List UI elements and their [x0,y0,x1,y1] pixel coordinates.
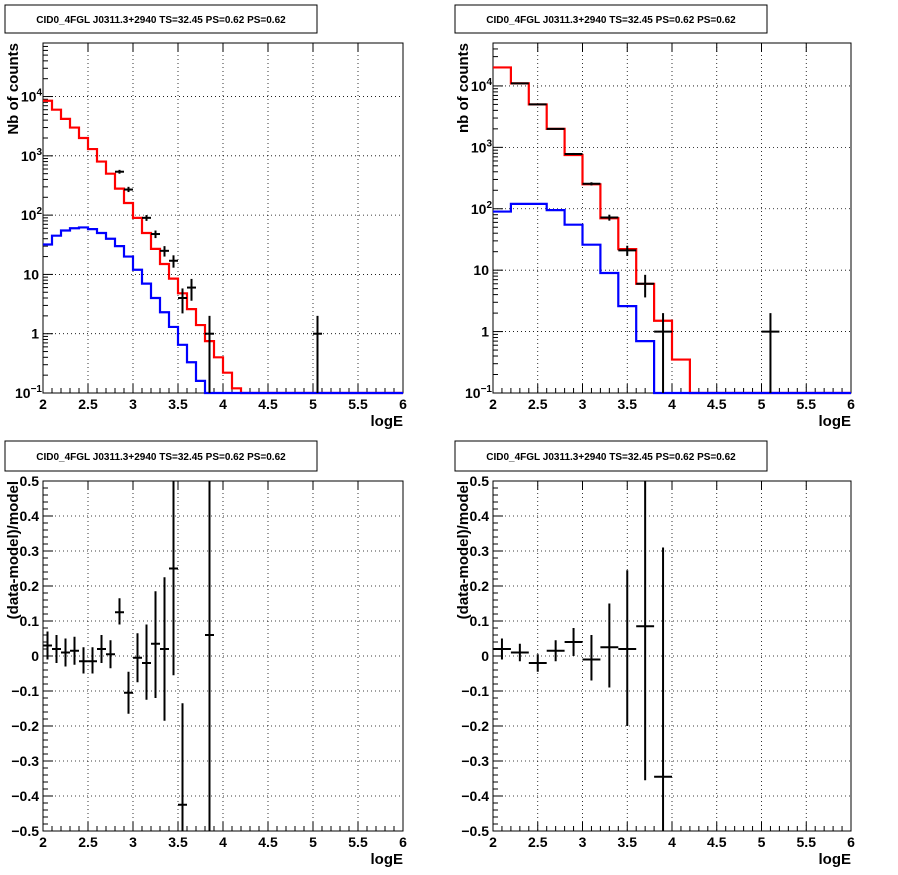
x-axis-label: logE [371,851,404,868]
x-axis-label: logE [819,413,852,430]
x-tick-label: 2 [39,834,47,850]
x-tick-label: 5 [758,834,766,850]
x-tick-label: 2.5 [528,396,548,412]
x-tick-label: 3.5 [618,834,638,850]
y-tick-label: 0.2 [20,578,40,594]
y-tick-label: 0.1 [20,613,40,629]
x-tick-label: 3.5 [168,396,188,412]
title-box [454,4,768,34]
chart-title: CID0_4FGL J0311.3+2940 TS=32.45 PS=0.62 … [486,15,736,26]
title-box [454,440,768,472]
y-tick-label: 0.4 [20,508,40,524]
chart-title: CID0_4FGL J0311.3+2940 TS=32.45 PS=0.62 … [36,452,286,463]
histogram-total-model [43,99,403,395]
y-tick-label: −0.3 [461,753,489,769]
pad-counts-left: CID0_4FGL J0311.3+2940 TS=32.45 PS=0.62 … [4,4,407,430]
y-tick-label: 10 [473,262,489,278]
y-tick-label: 0 [31,648,39,664]
x-tick-label: 2 [489,396,497,412]
x-tick-label: 5.5 [797,834,817,850]
x-tick-label: 6 [399,396,407,412]
y-axis-label: (data-model)/model [455,481,472,619]
x-tick-label: 4 [668,396,676,412]
y-tick-label: 0.5 [470,473,490,489]
x-tick-label: 6 [399,834,407,850]
x-tick-label: 4.5 [258,834,278,850]
y-tick-label: 102 [471,200,493,217]
y-tick-label: 10−1 [15,384,42,401]
y-tick-label: −0.1 [11,683,39,699]
x-tick-label: 6 [847,396,855,412]
x-tick-label: 3 [579,396,587,412]
y-tick-label: −0.4 [461,788,489,804]
y-tick-label: −0.5 [11,823,39,839]
x-tick-label: 4 [219,396,227,412]
y-tick-label: 103 [21,147,43,164]
x-tick-label: 5.5 [348,396,368,412]
y-axis-label: nb of counts [455,43,472,133]
y-tick-label: −0.2 [11,718,39,734]
y-tick-label: 1 [31,326,39,342]
histogram-source-model [43,226,403,395]
y-tick-label: 103 [471,138,493,155]
y-tick-label: 102 [21,206,43,223]
y-tick-label: 0 [481,648,489,664]
y-tick-label: 0.3 [20,543,40,559]
x-tick-label: 5.5 [348,834,368,850]
pad-residuals-right: CID0_4FGL J0311.3+2940 TS=32.45 PS=0.62 … [454,440,855,868]
x-tick-label: 4.5 [258,396,278,412]
x-tick-label: 4 [219,834,227,850]
x-tick-label: 3 [579,834,587,850]
title-box [4,4,318,34]
y-tick-label: −0.4 [11,788,39,804]
x-tick-label: 5.5 [797,396,817,412]
y-axis-label: (data-model)/model [5,481,22,619]
y-tick-label: 0.5 [20,473,40,489]
x-tick-label: 2 [39,396,47,412]
x-tick-label: 2.5 [528,834,548,850]
y-axis-label: Nb of counts [5,43,22,135]
histogram-total-model [493,66,851,395]
y-tick-label: 0.2 [470,578,490,594]
y-tick-label: 0.1 [470,613,490,629]
y-tick-label: 10 [23,266,39,282]
x-tick-label: 3 [129,834,137,850]
x-tick-label: 3 [129,396,137,412]
y-tick-label: 0.4 [470,508,490,524]
pad-counts-right: CID0_4FGL J0311.3+2940 TS=32.45 PS=0.62 … [454,4,855,430]
pad-residuals-left: CID0_4FGL J0311.3+2940 TS=32.45 PS=0.62 … [4,440,407,868]
y-tick-label: 104 [471,77,493,94]
chart-title: CID0_4FGL J0311.3+2940 TS=32.45 PS=0.62 … [36,15,286,26]
x-tick-label: 3.5 [618,396,638,412]
y-tick-label: 1 [481,324,489,340]
x-tick-label: 2 [489,834,497,850]
title-box [4,440,318,472]
x-axis-label: logE [819,851,852,868]
y-tick-label: 104 [21,88,43,105]
x-tick-label: 6 [847,834,855,850]
x-tick-label: 4.5 [707,396,727,412]
x-tick-label: 5 [309,396,317,412]
y-tick-label: −0.2 [461,718,489,734]
chart-title: CID0_4FGL J0311.3+2940 TS=32.45 PS=0.62 … [486,452,736,463]
y-tick-label: −0.1 [461,683,489,699]
histogram-source-model [493,202,851,395]
y-tick-label: 0.3 [470,543,490,559]
y-tick-label: 10−1 [465,384,492,401]
x-tick-label: 5 [758,396,766,412]
x-tick-label: 3.5 [168,834,188,850]
x-tick-label: 2.5 [78,396,98,412]
x-tick-label: 2.5 [78,834,98,850]
y-tick-label: −0.3 [11,753,39,769]
x-tick-label: 4.5 [707,834,727,850]
x-tick-label: 4 [668,834,676,850]
x-tick-label: 5 [309,834,317,850]
x-axis-label: logE [371,413,404,430]
y-tick-label: −0.5 [461,823,489,839]
